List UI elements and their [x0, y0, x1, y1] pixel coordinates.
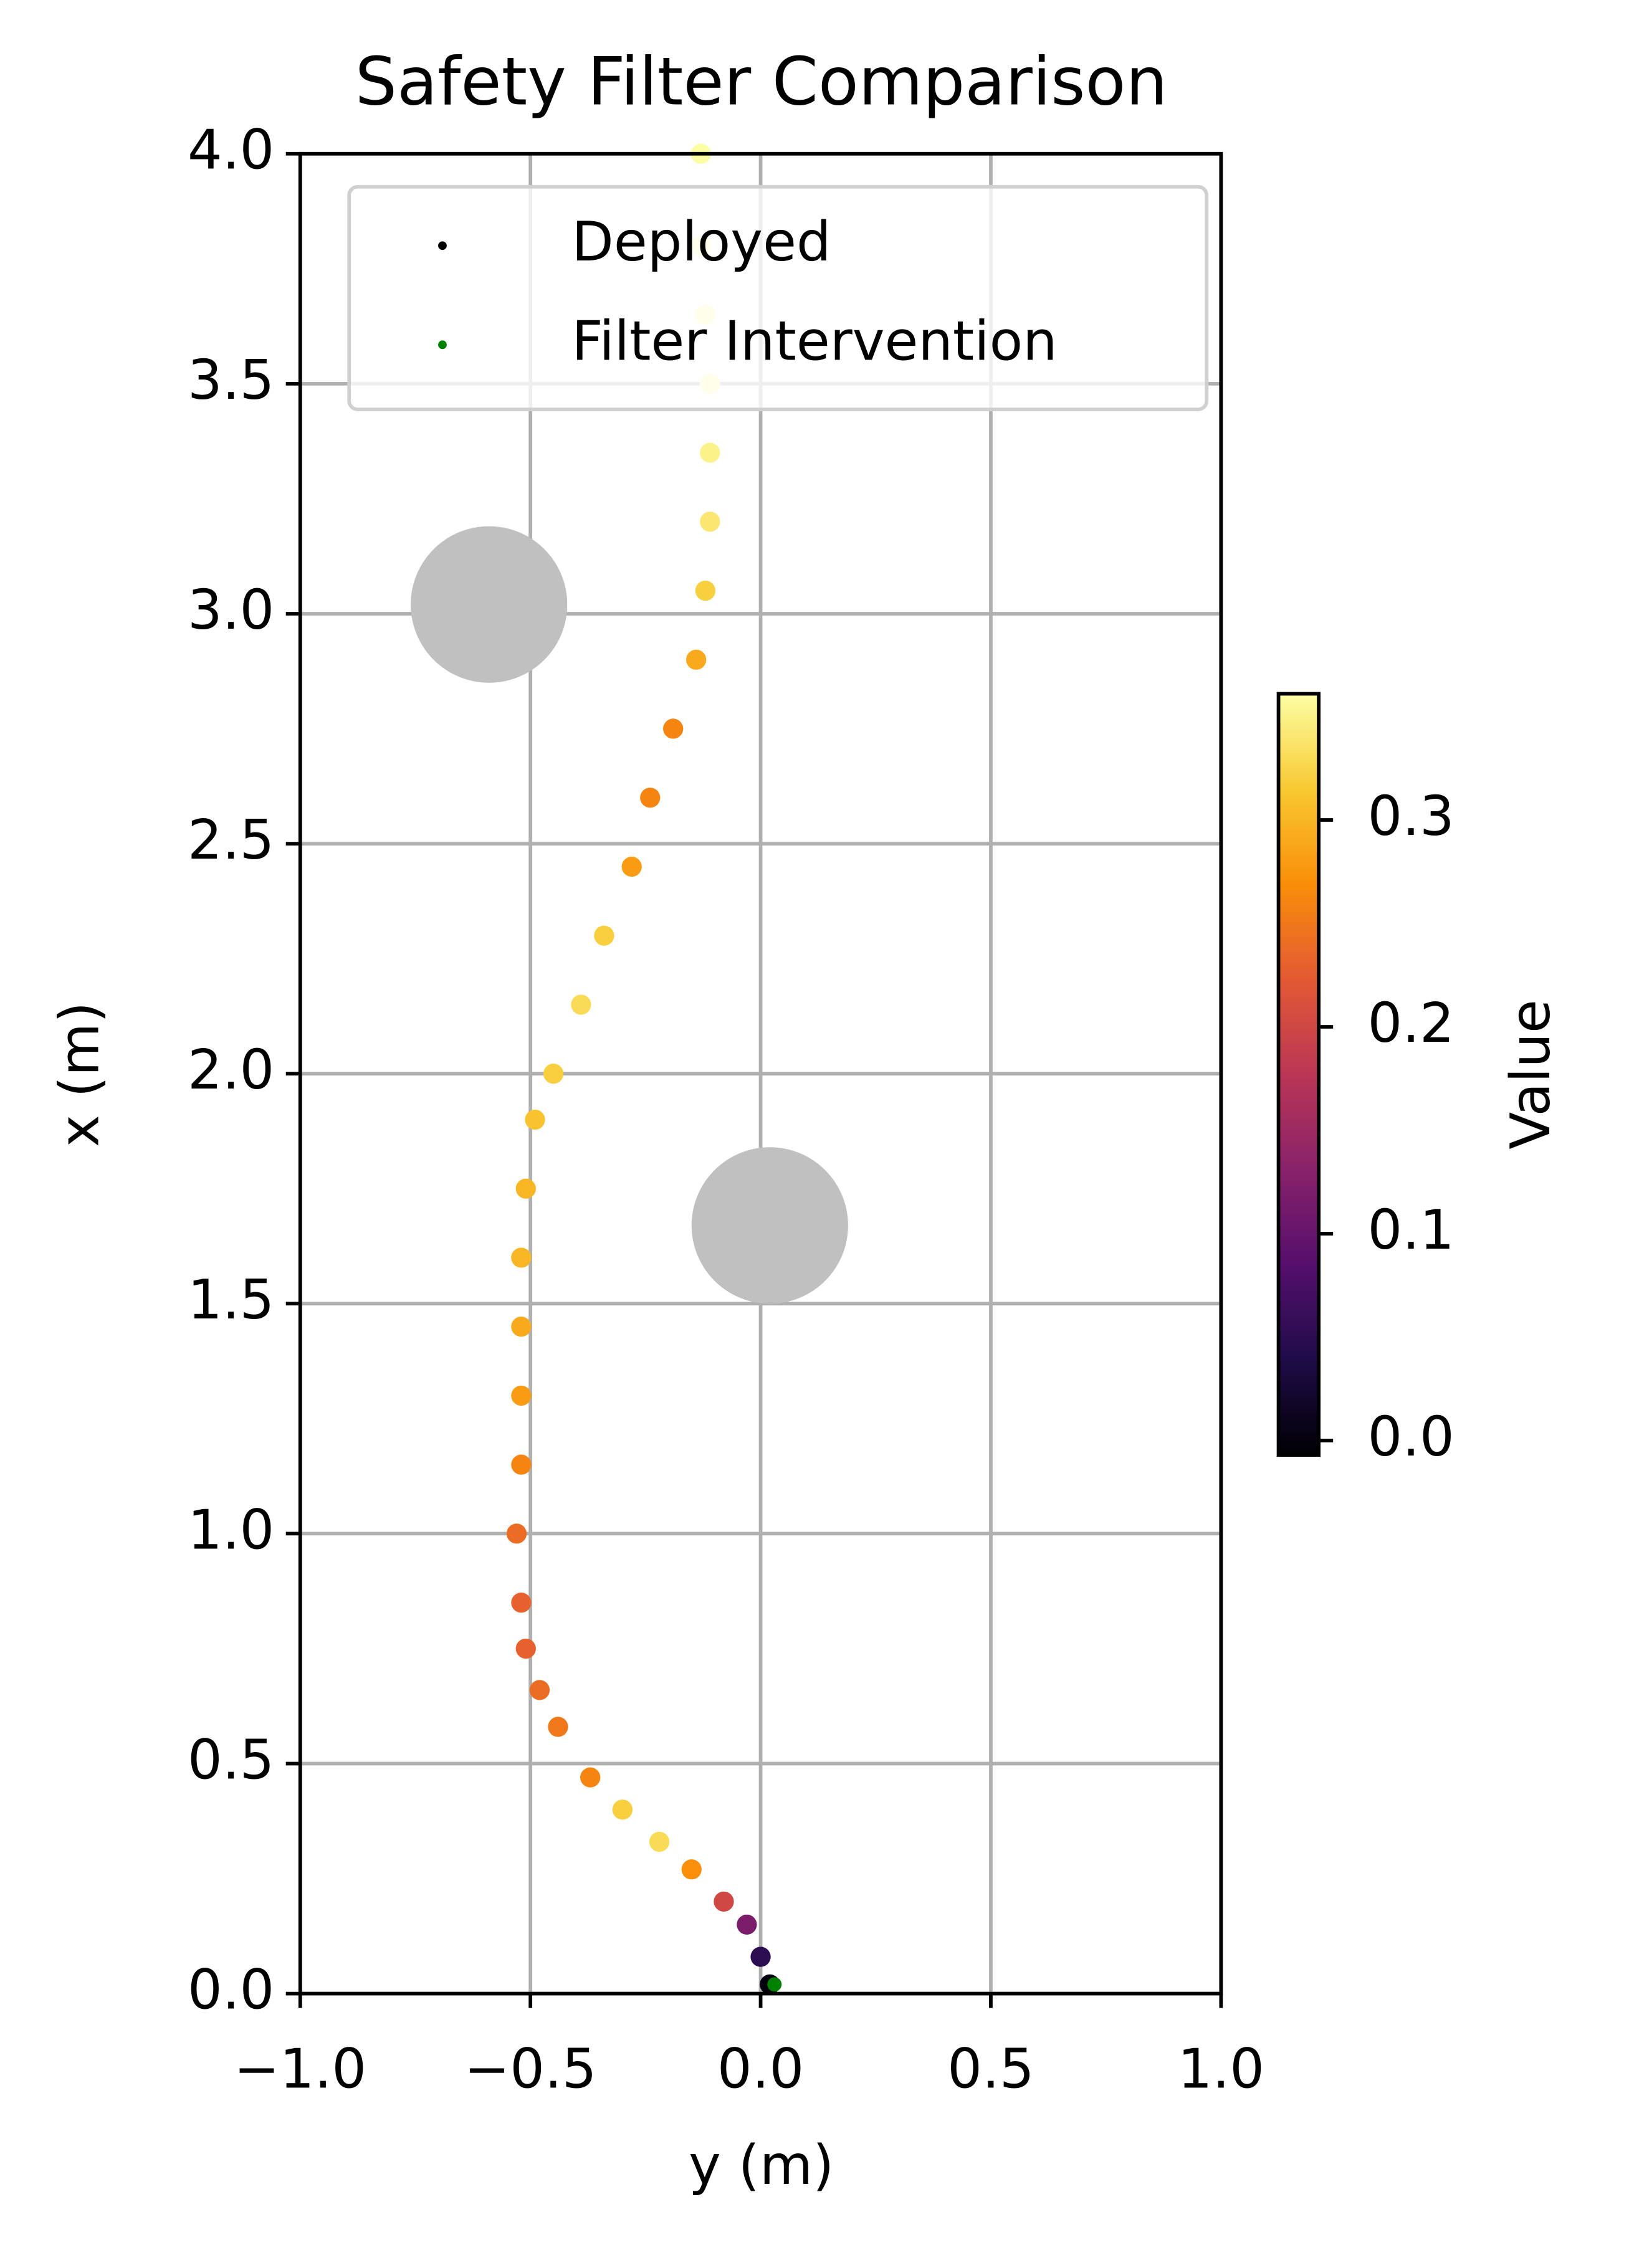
colorbar-tick-label: 0.0 [1367, 1405, 1454, 1469]
obstacle [411, 526, 568, 683]
colorbar-tick-label: 0.1 [1367, 1198, 1454, 1262]
data-point [681, 1859, 702, 1880]
data-point [621, 856, 642, 877]
data-point [515, 1178, 536, 1199]
data-point [511, 1385, 532, 1406]
legend-box [347, 184, 1209, 411]
y-axis-label: x (m) [48, 1002, 112, 1147]
data-point [750, 1946, 771, 1967]
data-point [543, 1064, 564, 1084]
y-tick-label: 2.0 [188, 1038, 274, 1102]
data-point [686, 649, 707, 670]
data-point [737, 1914, 757, 1935]
data-point [506, 1523, 527, 1544]
data-point [515, 1638, 536, 1659]
y-tick-label: 2.5 [188, 808, 274, 872]
colorbar-tick-label: 0.3 [1367, 784, 1454, 848]
data-point [714, 1891, 734, 1912]
data-point [580, 1767, 601, 1788]
x-tick-label: 0.5 [947, 2037, 1034, 2100]
y-tick-label: 3.0 [188, 578, 274, 642]
data-point [594, 925, 614, 946]
obstacle [691, 1147, 848, 1304]
x-tick-label: 1.0 [1178, 2037, 1264, 2100]
data-point [529, 1680, 550, 1700]
y-tick-label: 4.0 [188, 118, 274, 182]
data-point [511, 1592, 532, 1613]
x-tick-label: −1.0 [234, 2037, 366, 2100]
x-tick-label: 0.0 [717, 2037, 804, 2100]
data-point [525, 1109, 545, 1130]
data-point [511, 1317, 532, 1337]
plot-frame [298, 151, 1223, 1996]
legend-marker [438, 340, 447, 350]
y-tick-label: 3.5 [188, 348, 274, 412]
legend-marker [438, 241, 447, 250]
data-point [663, 718, 684, 739]
legend-label: Deployed [571, 210, 831, 274]
y-tick-label: 0.0 [188, 1958, 274, 2022]
data-point [700, 512, 720, 532]
colorbar [1276, 692, 1321, 1457]
y-tick-label: 1.5 [188, 1268, 274, 1332]
data-point [571, 994, 591, 1015]
x-tick-label: −0.5 [464, 2037, 597, 2100]
data-point [695, 580, 716, 601]
colorbar-label: Value [1499, 999, 1562, 1150]
data-point [649, 1831, 670, 1852]
y-tick-label: 1.0 [188, 1498, 274, 1561]
data-point [511, 1454, 532, 1475]
legend-label: Filter Intervention [571, 309, 1057, 373]
data-point [640, 788, 661, 808]
chart-title: Safety Filter Comparison [355, 44, 1168, 121]
data-point [767, 1977, 782, 1992]
data-point [511, 1247, 532, 1268]
data-point [548, 1717, 568, 1737]
data-point [700, 442, 720, 463]
x-axis-label: y (m) [689, 2133, 834, 2197]
data-point [612, 1799, 633, 1820]
y-tick-label: 0.5 [188, 1728, 274, 1791]
colorbar-tick-label: 0.2 [1367, 991, 1454, 1055]
